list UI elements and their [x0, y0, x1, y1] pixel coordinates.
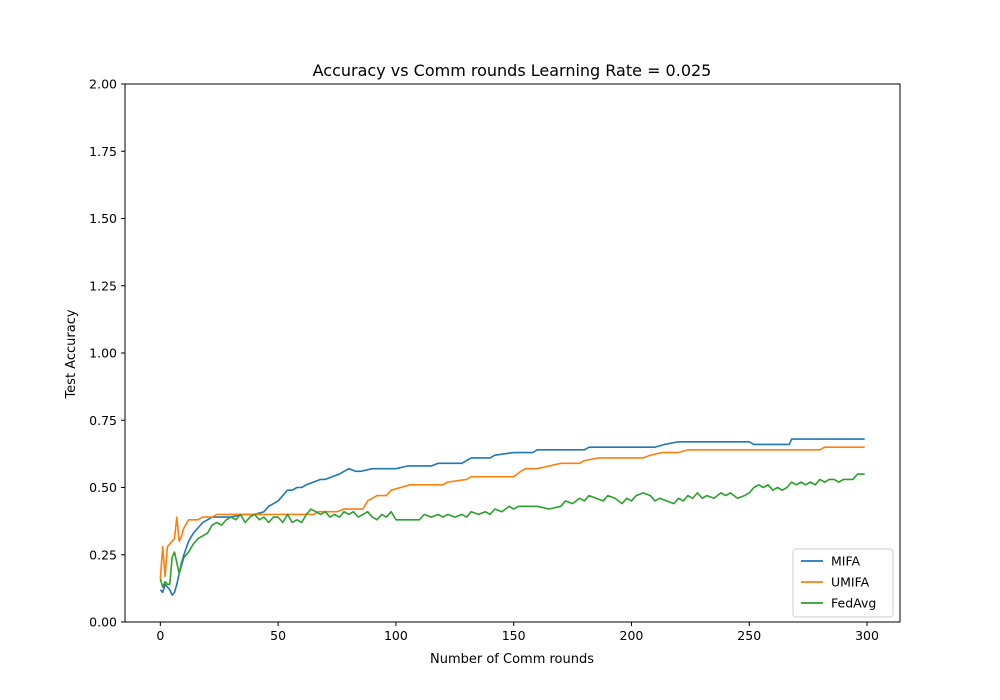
- x-tick-label: 50: [270, 628, 286, 643]
- legend-label-mifa: MIFA: [831, 554, 861, 569]
- y-tick-label: 1.00: [89, 346, 117, 361]
- y-axis-label: Test Accuracy: [64, 309, 79, 399]
- y-tick-label: 0.50: [89, 480, 117, 495]
- legend-label-fedavg: FedAvg: [831, 596, 876, 611]
- plot-area: 0 50 100 150 200 250 300 0.00 0.25 0.50 0.75 1.00 1.…: [89, 77, 901, 643]
- x-tick-label: 150: [502, 628, 526, 643]
- x-tick-label: 200: [620, 628, 644, 643]
- axes-frame: [124, 83, 901, 623]
- y-tick-label: 0.75: [89, 413, 117, 428]
- legend-box: [792, 548, 894, 618]
- series-line-umifa: [159, 446, 865, 580]
- legend: MIFA UMIFA FedAvg: [792, 548, 894, 618]
- x-tick-label: 250: [737, 628, 761, 643]
- x-tick-label: 0: [156, 628, 164, 643]
- x-axis-label: Number of Comm rounds: [430, 652, 594, 667]
- y-tick-label: 1.25: [89, 278, 117, 293]
- y-tick-label: 0.25: [89, 547, 117, 562]
- x-tick-label: 100: [384, 628, 408, 643]
- y-tick-label: 0.00: [89, 615, 117, 630]
- series-line-fedavg: [159, 473, 865, 588]
- y-tick-label: 1.50: [89, 211, 117, 226]
- x-tick-label: 300: [855, 628, 879, 643]
- chart-title: Accuracy vs Comm rounds Learning Rate = …: [313, 61, 712, 80]
- series-line-mifa: [159, 438, 865, 596]
- legend-label-umifa: UMIFA: [831, 575, 870, 590]
- y-tick-label: 2.00: [89, 77, 117, 92]
- y-tick-label: 1.75: [89, 144, 117, 159]
